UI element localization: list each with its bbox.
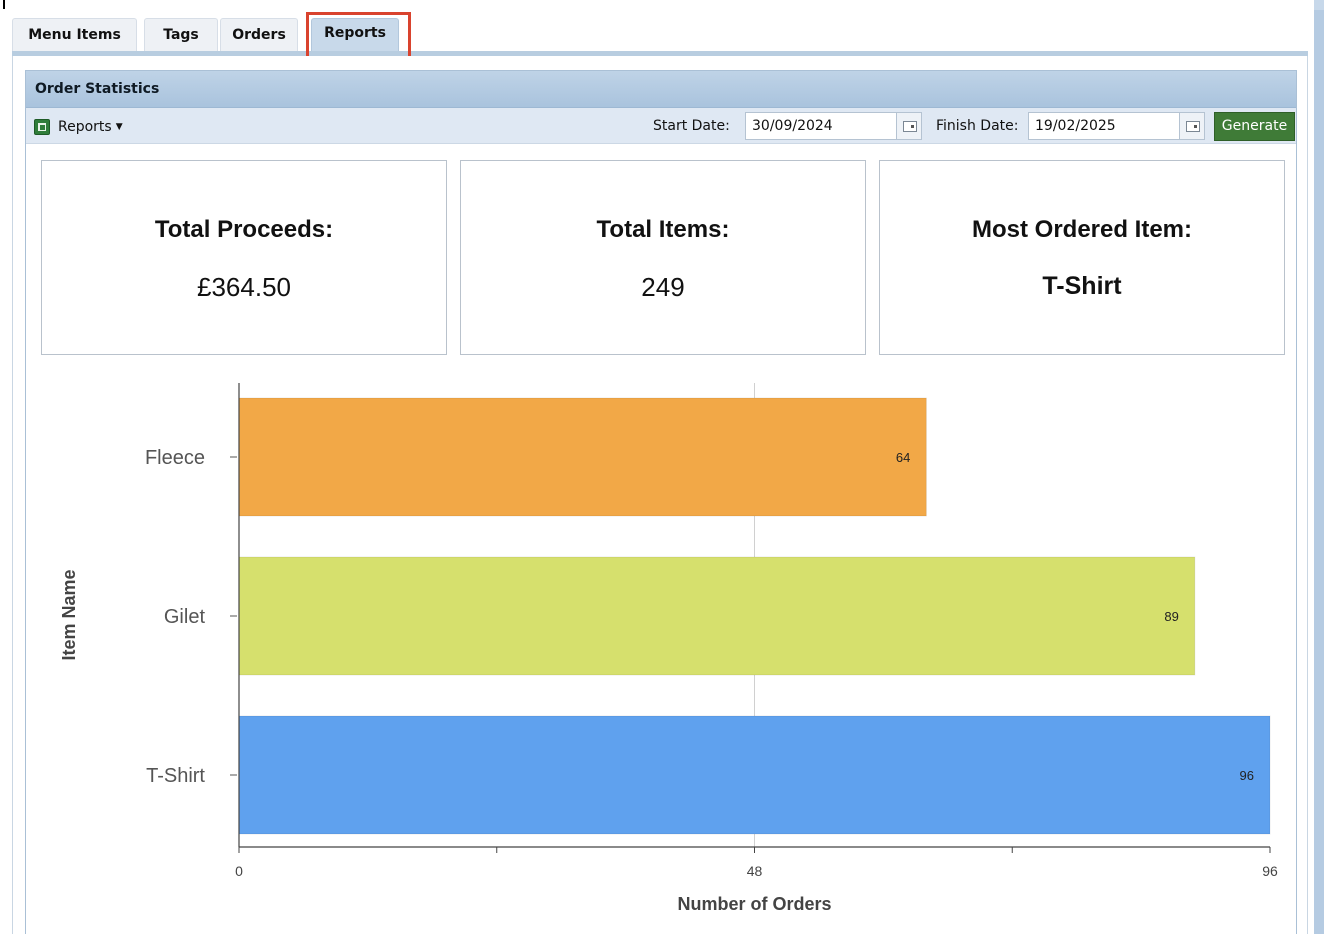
bar-gilet (238, 556, 1196, 676)
data-label: 64 (896, 450, 910, 465)
total-proceeds-card: Total Proceeds: £364.50 (41, 160, 447, 355)
order-statistics-panel: Order Statistics Reports ▼ Start Date: 3… (25, 70, 1297, 934)
category-label: T-Shirt (146, 765, 205, 787)
x-tick-label: 0 (235, 863, 243, 879)
data-label: 96 (1240, 768, 1254, 783)
most-ordered-label: Most Ordered Item: (971, 216, 1193, 243)
bar-t-shirt (238, 715, 1271, 835)
calendar-icon (903, 121, 917, 132)
finish-date-calendar-button[interactable] (1179, 112, 1205, 140)
data-label: 89 (1164, 609, 1178, 624)
tab-reports[interactable]: Reports (311, 18, 399, 52)
total-proceeds-label: Total Proceeds: (154, 216, 334, 243)
reports-dropdown-label: Reports (58, 119, 112, 135)
start-date-input[interactable]: 30/09/2024 (745, 112, 897, 140)
tab-tags[interactable]: Tags (144, 18, 218, 52)
toolbar: Reports ▼ Start Date: 30/09/2024 Finish … (26, 108, 1296, 144)
reports-dropdown[interactable]: Reports ▼ (34, 116, 123, 138)
total-items-label: Total Items: (596, 216, 730, 243)
most-ordered-card: Most Ordered Item: T-Shirt (879, 160, 1285, 355)
orders-bar-chart: 64 Fleece 89 Gilet 96 T-Shirt 0 48 96 Number of O… (59, 383, 1278, 914)
scrollbar-thumb[interactable] (1314, 10, 1324, 934)
calendar-icon (1186, 121, 1200, 132)
most-ordered-value: T-Shirt (1042, 272, 1122, 300)
x-tick-label: 48 (747, 863, 763, 879)
y-axis-title: Item Name (59, 569, 79, 660)
start-date-calendar-button[interactable] (896, 112, 922, 140)
x-tick-label: 96 (1262, 863, 1278, 879)
tab-bar: Menu Items Tags Orders Reports (12, 18, 1308, 52)
bar-fleece (238, 397, 927, 517)
total-items-card: Total Items: 249 (460, 160, 866, 355)
excel-icon (34, 119, 50, 135)
generate-button[interactable]: Generate (1214, 112, 1295, 141)
category-label: Fleece (145, 447, 205, 469)
tab-underline (12, 51, 1308, 56)
finish-date-input[interactable]: 19/02/2025 (1028, 112, 1180, 140)
x-axis-title: Number of Orders (677, 894, 831, 914)
tab-orders[interactable]: Orders (220, 18, 298, 52)
start-date-label: Start Date: (653, 118, 730, 134)
chevron-down-icon: ▼ (115, 122, 123, 132)
total-proceeds-value: £364.50 (197, 272, 291, 302)
finish-date-label: Finish Date: (936, 118, 1019, 134)
total-items-value: 249 (641, 272, 685, 302)
panel-title: Order Statistics (26, 71, 1296, 108)
category-label: Gilet (164, 606, 206, 628)
content-area: Order Statistics Reports ▼ Start Date: 3… (12, 56, 1308, 934)
tab-menu-items[interactable]: Menu Items (12, 18, 137, 52)
corner-marker (3, 0, 5, 9)
right-scrollbar[interactable] (1314, 0, 1324, 934)
